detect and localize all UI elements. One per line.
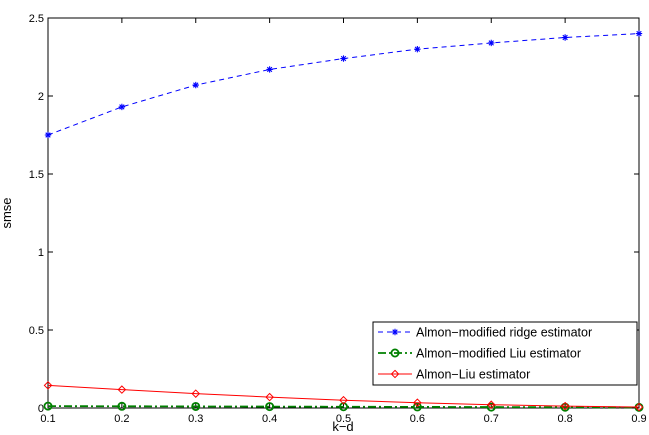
legend: Almon−modified ridge estimator Almon−modi… [372, 321, 638, 386]
series-line [47, 384, 640, 408]
data-point [413, 398, 422, 408]
x-tick-label: 0.5 [336, 413, 351, 425]
y-tick-label: 0.5 [29, 325, 44, 337]
data-point [340, 55, 347, 62]
data-point [634, 402, 644, 412]
y-tick-label: 2 [38, 91, 44, 103]
data-point [266, 66, 273, 73]
legend-label: Almon−modified Liu estimator [416, 347, 581, 361]
legend-box [372, 321, 638, 386]
x-tick-label: 0.3 [188, 413, 203, 425]
data-point [43, 381, 53, 390]
x-tick-label: 0.6 [410, 413, 425, 425]
legend-entry: Almon−Liu estimator [378, 368, 530, 382]
data-point [635, 30, 643, 37]
series-layer [43, 30, 644, 412]
x-tick-label: 0.2 [114, 413, 129, 425]
legend-label: Almon−modified ridge estimator [416, 326, 592, 340]
data-point [43, 401, 53, 411]
data-point [265, 402, 275, 412]
data-point [412, 402, 422, 412]
series-line [47, 405, 640, 409]
x-axis-label: k−d [332, 419, 353, 434]
data-point [44, 131, 52, 139]
x-tick-label: 0.4 [262, 413, 277, 425]
y-tick-label: 1 [38, 247, 44, 259]
data-point [117, 401, 127, 411]
series-2 [43, 381, 644, 412]
legend-marker [390, 369, 400, 379]
y-axis-label: smse [0, 197, 14, 228]
y-tick-label: 1.5 [29, 169, 44, 181]
data-point [560, 402, 570, 412]
x-tick-label: 0.9 [631, 413, 646, 425]
legend-marker [391, 328, 399, 336]
data-point [560, 401, 570, 411]
data-point [118, 103, 126, 111]
data-point [486, 400, 496, 410]
legend-entry: Almon−modified ridge estimator [378, 326, 592, 340]
x-tick-label: 0.7 [484, 413, 499, 425]
legend-marker [390, 348, 400, 358]
y-tick-label: 0 [38, 403, 44, 415]
x-tick-label: 0.1 [40, 413, 55, 425]
data-point [414, 46, 421, 53]
series-0 [44, 30, 643, 139]
data-point [339, 395, 348, 405]
data-point [191, 389, 201, 398]
data-point [486, 402, 496, 412]
data-point [191, 401, 201, 411]
data-point [561, 34, 569, 41]
data-point [117, 385, 127, 394]
x-tick-label: 0.8 [557, 413, 572, 425]
series-1 [43, 401, 644, 412]
data-point [265, 392, 274, 402]
data-point [192, 81, 199, 89]
legend-entry: Almon−modified Liu estimator [378, 347, 581, 361]
y-tick-label: 2.5 [29, 13, 44, 25]
data-point [488, 39, 495, 47]
legend-label: Almon−Liu estimator [416, 368, 530, 382]
